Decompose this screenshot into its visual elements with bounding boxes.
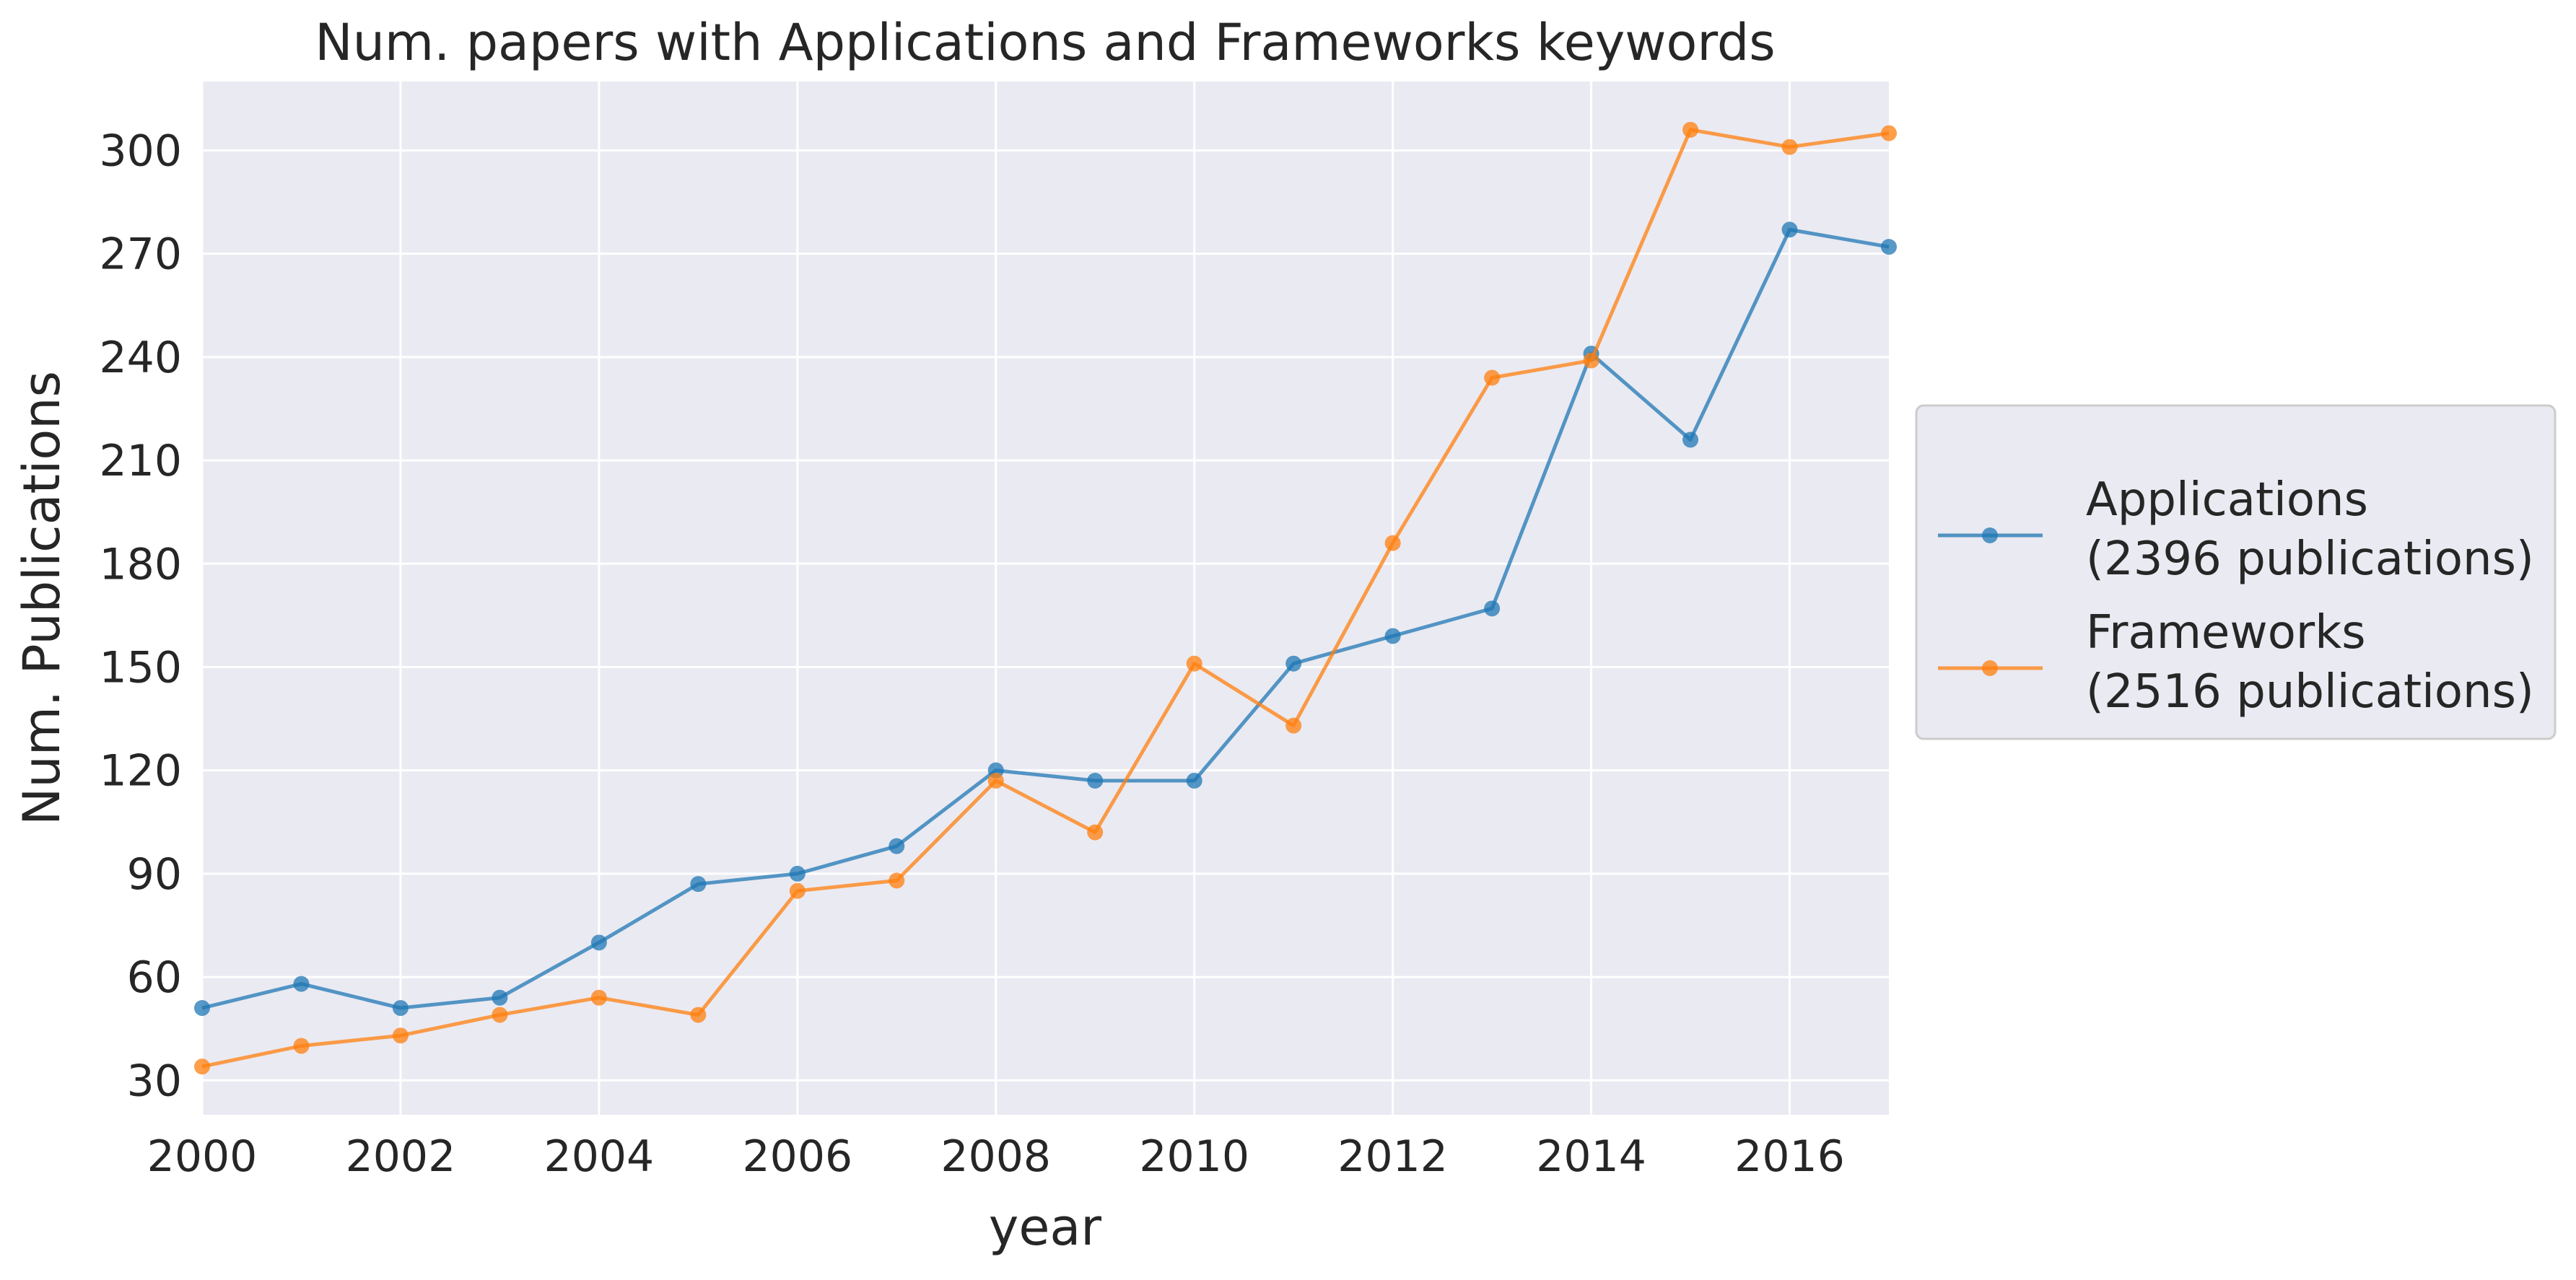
series-frameworks-point bbox=[1881, 125, 1897, 141]
series-applications-point bbox=[1384, 628, 1401, 644]
series-applications-point bbox=[1881, 239, 1897, 255]
series-frameworks-point bbox=[392, 1027, 409, 1044]
series-frameworks-point bbox=[1583, 352, 1599, 369]
series-frameworks-point bbox=[1087, 824, 1104, 841]
y-tick-label: 90 bbox=[127, 849, 182, 900]
series-frameworks-point bbox=[1285, 717, 1302, 734]
series-frameworks-point bbox=[1384, 535, 1401, 551]
series-frameworks-line bbox=[201, 128, 1890, 1069]
x-tick-label: 2002 bbox=[346, 1131, 456, 1182]
series-applications-point bbox=[1682, 431, 1699, 448]
grid bbox=[201, 82, 1889, 1115]
series-applications-point bbox=[392, 1000, 409, 1017]
y-tick-label: 150 bbox=[99, 642, 182, 693]
series-frameworks-point bbox=[987, 772, 1004, 789]
legend-applications-label-line1: Applications bbox=[2086, 473, 2368, 527]
plot-area bbox=[202, 82, 1889, 1115]
y-tick-label: 210 bbox=[99, 436, 182, 486]
y-tick-label: 60 bbox=[127, 952, 182, 1003]
y-axis-label: Num. Publications bbox=[12, 371, 71, 825]
series-frameworks-point bbox=[1781, 139, 1798, 155]
legend-frameworks-marker bbox=[1982, 660, 1998, 676]
chart-title: Num. papers with Applications and Framew… bbox=[315, 13, 1776, 72]
series-group bbox=[194, 121, 1897, 1075]
series-applications-point bbox=[194, 1000, 210, 1017]
x-tick-label: 2014 bbox=[1536, 1131, 1646, 1182]
series-frameworks-point bbox=[492, 1007, 508, 1023]
x-tick-label: 2006 bbox=[742, 1131, 852, 1182]
series-applications-point bbox=[1285, 655, 1302, 672]
series-applications-point bbox=[1484, 600, 1501, 617]
series-frameworks-point bbox=[888, 872, 905, 889]
series-frameworks bbox=[194, 121, 1897, 1075]
x-tick-label: 2000 bbox=[147, 1131, 258, 1182]
x-tick-label: 2012 bbox=[1337, 1131, 1448, 1182]
series-applications-point bbox=[1087, 772, 1104, 789]
y-tick-label: 120 bbox=[99, 746, 182, 797]
legend-box bbox=[1915, 404, 2557, 740]
series-frameworks-point bbox=[1682, 121, 1699, 138]
legend-frameworks-label-line1: Frameworks bbox=[2086, 606, 2366, 659]
legend-applications-marker bbox=[1982, 527, 1998, 543]
series-frameworks-point bbox=[789, 882, 805, 899]
y-tick-label: 240 bbox=[99, 333, 182, 383]
series-frameworks-point bbox=[293, 1038, 310, 1054]
series-applications-point bbox=[1186, 772, 1202, 789]
y-tick-label: 180 bbox=[99, 539, 182, 589]
series-applications-point bbox=[492, 989, 508, 1006]
y-tick-labels: 30 60 90 120 150 180 210 240 270 300 bbox=[99, 126, 182, 1106]
series-applications-point bbox=[1781, 222, 1798, 238]
y-tick-label: 300 bbox=[99, 126, 182, 176]
series-applications-point bbox=[789, 865, 805, 882]
legend-applications-label-line2: (2396 publications) bbox=[2086, 532, 2534, 586]
x-tick-label: 2004 bbox=[544, 1131, 655, 1182]
series-frameworks-point bbox=[1484, 369, 1501, 386]
x-tick-label: 2008 bbox=[940, 1131, 1051, 1182]
series-applications-line bbox=[201, 227, 1890, 1010]
series-applications-point bbox=[293, 976, 310, 992]
y-tick-label: 30 bbox=[127, 1056, 182, 1106]
series-frameworks-point bbox=[1186, 655, 1202, 672]
legend-frameworks-label-line2: (2516 publications) bbox=[2086, 665, 2534, 719]
series-frameworks-point bbox=[590, 989, 607, 1006]
series-applications-point bbox=[590, 934, 607, 951]
legend: Applications (2396 publications) Framewo… bbox=[1915, 404, 2557, 740]
series-applications-point bbox=[888, 838, 905, 854]
x-tick-label: 2010 bbox=[1139, 1131, 1249, 1182]
series-applications-point bbox=[690, 876, 707, 893]
series-frameworks-point bbox=[690, 1007, 707, 1023]
series-frameworks-point bbox=[194, 1058, 210, 1075]
y-tick-label: 270 bbox=[99, 229, 182, 280]
x-tick-labels: 2000 2002 2004 2006 2008 2010 2012 2014 2016 bbox=[147, 1131, 1845, 1182]
x-axis-label: year bbox=[989, 1198, 1101, 1257]
x-tick-label: 2016 bbox=[1734, 1131, 1845, 1182]
